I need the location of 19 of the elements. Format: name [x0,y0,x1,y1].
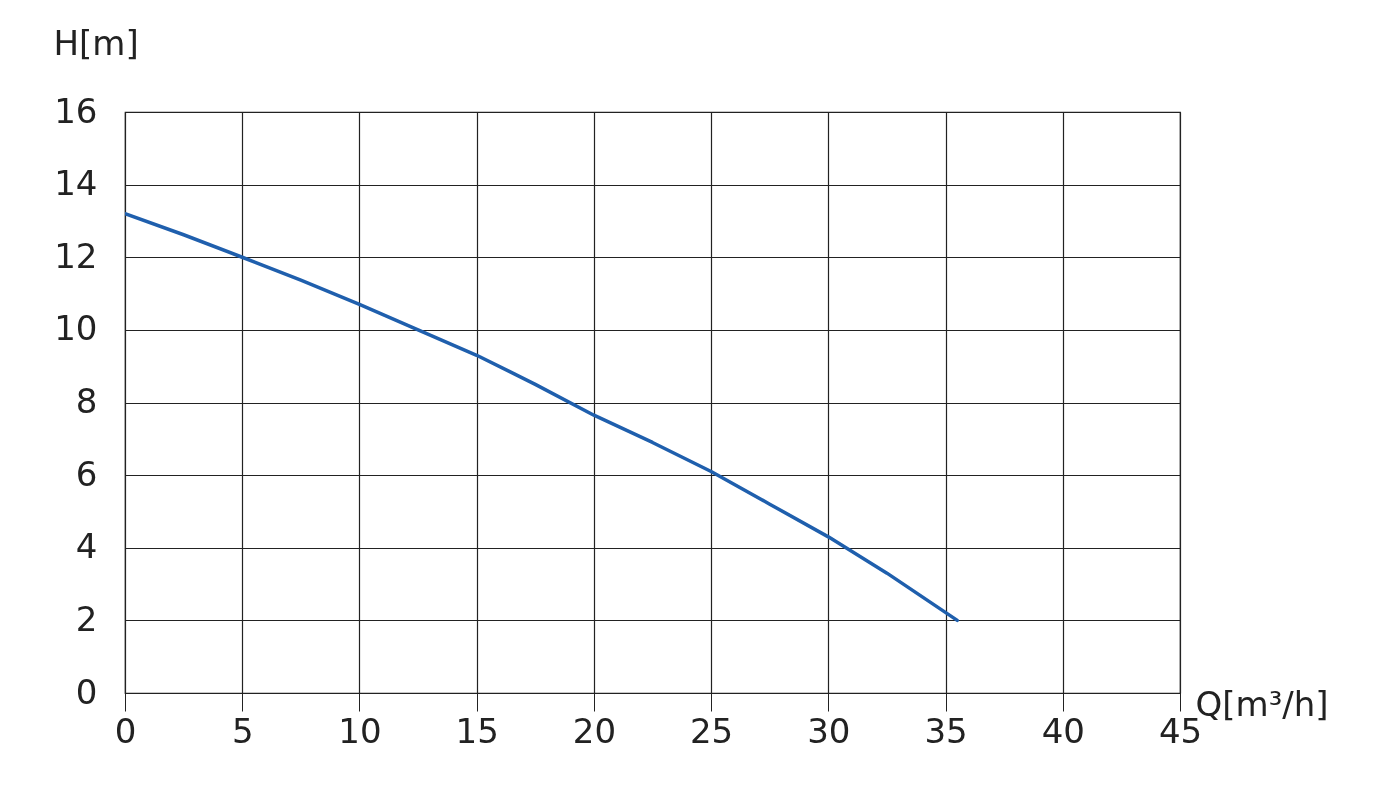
y-tick-label: 4 [75,526,98,567]
x-tick-label: 20 [572,710,617,751]
y-tick-label: 0 [75,671,98,712]
x-tick-label: 0 [114,710,137,751]
x-tick-label: 25 [689,710,734,751]
y-tick-label: 10 [54,308,98,349]
y-tick-label: 8 [75,381,98,421]
y-tick-label: 6 [75,453,98,494]
x-tick-label: 30 [807,710,851,751]
x-tick-label: 5 [231,710,254,751]
x-tick-label: 10 [338,710,382,751]
y-axis-title: H[m] [53,22,139,63]
y-tick-label: 14 [54,163,98,204]
x-tick-label: 15 [455,710,499,751]
y-tick-label: 16 [54,90,98,131]
x-tick-label: 35 [924,710,968,751]
y-tick-label: 2 [75,598,98,639]
y-tick-label: 12 [54,235,98,276]
x-tick-label: 40 [1041,710,1085,751]
